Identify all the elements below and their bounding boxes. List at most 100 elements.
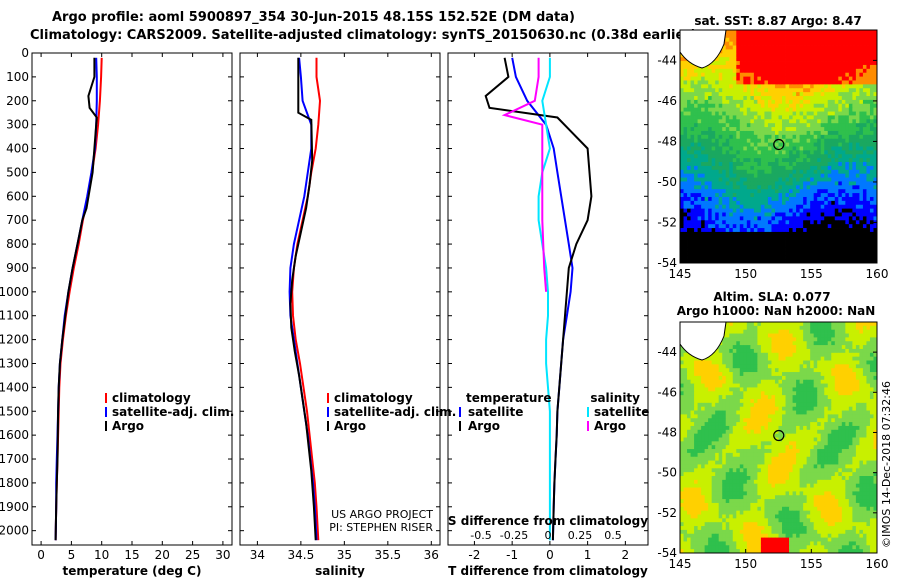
map-cell [757, 399, 762, 404]
map-cell [750, 216, 755, 221]
map-cell [785, 322, 790, 327]
map-cell [771, 364, 776, 369]
map-cell [711, 150, 716, 155]
map-cell [869, 185, 874, 190]
map-cell [824, 247, 829, 252]
map-cell [862, 127, 867, 132]
map-cell [729, 80, 734, 85]
map-cell [855, 103, 860, 109]
map-cell [827, 169, 832, 175]
map-cell [683, 391, 688, 396]
map-cell [774, 107, 779, 112]
map-cell [782, 99, 786, 105]
map-cell [873, 345, 878, 350]
map-cell [729, 379, 734, 384]
map-cell [687, 372, 691, 377]
map-cell [697, 228, 702, 233]
map-cell [725, 130, 730, 136]
map-cell [743, 383, 748, 388]
map-cell [729, 360, 734, 365]
map-cell [824, 224, 829, 229]
map-cell [855, 379, 860, 384]
map-cell [774, 208, 779, 213]
map-cell [739, 235, 744, 241]
map-cell [792, 103, 797, 109]
map-cell [711, 177, 716, 182]
map-cell [845, 259, 850, 264]
map-cell [796, 150, 801, 155]
map-cell [820, 123, 825, 128]
map-cell [739, 329, 744, 334]
map-cell [817, 360, 822, 365]
map-cell [771, 189, 776, 194]
map-cell [743, 130, 748, 136]
map-cell [799, 333, 804, 338]
map-cell [827, 142, 832, 147]
map-cell [838, 154, 843, 159]
map-cell [715, 220, 720, 225]
map-cell [848, 360, 853, 365]
map-cell [715, 96, 720, 101]
map-cell [739, 127, 744, 132]
map-cell [782, 92, 786, 97]
series-line-argo [54, 57, 98, 541]
map-cell [739, 200, 744, 206]
map-cell [810, 49, 815, 54]
legend-label: Argo [112, 419, 144, 433]
map-cell [820, 61, 825, 66]
map-cell [725, 127, 730, 132]
map-cell [827, 53, 832, 58]
map-cell [697, 196, 702, 202]
map-cell [743, 387, 748, 392]
map-cell [701, 169, 706, 175]
map-cell [806, 154, 811, 159]
map-cell [778, 45, 783, 50]
map-cell [711, 103, 716, 109]
map-cell [824, 322, 829, 327]
map-cell [845, 322, 850, 327]
map-cell [715, 243, 720, 248]
map-cell [789, 322, 793, 327]
map-cell [729, 402, 734, 408]
map-cell [736, 57, 741, 62]
map-cell [796, 399, 801, 404]
map-cell [859, 162, 864, 167]
map-cell [778, 337, 783, 342]
map-cell [697, 123, 702, 128]
map-cell [848, 251, 853, 256]
map-cell [725, 364, 730, 369]
map-cell [750, 107, 755, 112]
map-cell [792, 231, 797, 237]
map-cell [859, 251, 864, 256]
map-cell [683, 414, 688, 419]
map-cell [803, 224, 808, 229]
map-cell [683, 231, 688, 237]
map-cell [827, 387, 832, 392]
map-cell [852, 96, 857, 101]
map-cell [834, 158, 839, 163]
map-cell [782, 169, 786, 175]
map-cell [757, 345, 762, 350]
map-cell [715, 352, 720, 358]
map-cell [817, 146, 822, 151]
map-cell [764, 325, 769, 331]
map-cell [789, 216, 793, 221]
map-cell [834, 399, 839, 404]
map-cell [852, 372, 857, 377]
map-cell [862, 33, 867, 39]
map-cell [813, 162, 818, 167]
map-cell [813, 189, 818, 194]
map-cell [831, 49, 836, 54]
map-cell [683, 154, 688, 159]
map-cell [694, 200, 698, 206]
map-cell [722, 410, 727, 415]
map-cell [725, 181, 730, 186]
map-cell [687, 154, 691, 159]
map-cell [767, 173, 772, 178]
map-cell [687, 64, 691, 70]
map-cell [838, 142, 843, 147]
map-cell [824, 146, 829, 151]
map-cell [831, 239, 836, 244]
map-cell [753, 345, 758, 350]
map-cell [796, 235, 801, 241]
